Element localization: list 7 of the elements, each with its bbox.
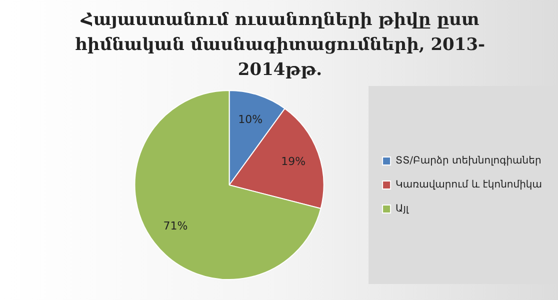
- data-label: 10%: [238, 113, 263, 126]
- data-label: 19%: [281, 154, 306, 168]
- legend-label: ՏՏ/Բարձր տեխնոլոգիաներ: [396, 156, 542, 167]
- legend-label: Կառավարում և էկոնոմիկա: [396, 180, 542, 191]
- data-label: 71%: [163, 220, 188, 233]
- chart-title: Հայաստանում ուսանողների թիվը ըստ հիմնական մասնագիտացումների, 2013-2014թթ.: [74, 9, 486, 82]
- legend-label: Այլ: [396, 204, 410, 215]
